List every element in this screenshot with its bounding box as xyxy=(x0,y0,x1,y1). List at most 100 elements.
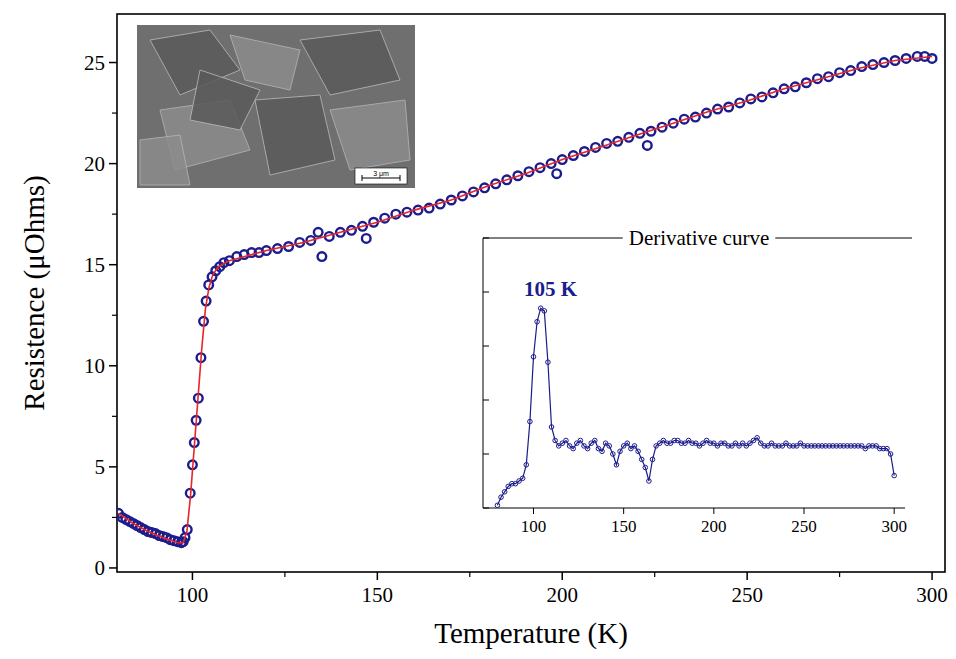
x-minor-tick xyxy=(469,572,470,577)
y-tick xyxy=(109,264,117,266)
inset-plot xyxy=(495,306,896,508)
data-point xyxy=(755,436,760,441)
y-tick-label: 0 xyxy=(95,556,106,580)
inset-axis-left xyxy=(483,238,484,508)
x-tick xyxy=(746,572,748,580)
data-point xyxy=(643,465,648,470)
axes: 1001502002503000510152025 xyxy=(84,14,948,607)
inset-title-bg xyxy=(623,226,776,250)
data-point xyxy=(314,228,323,237)
data-point xyxy=(611,452,616,457)
sem-image: 3 μm xyxy=(137,25,415,188)
x-axis-title: Temperature (K) xyxy=(434,617,628,650)
main-plot xyxy=(117,52,936,547)
inset-y-tick xyxy=(483,400,489,401)
data-point xyxy=(650,457,655,462)
figure: 1001502002503000510152025Temperature (K)… xyxy=(0,0,956,659)
data-point xyxy=(888,452,893,457)
data-point xyxy=(892,473,897,478)
data-point xyxy=(578,438,583,443)
data-point xyxy=(643,141,652,150)
y-axis-title: Resistence (μOhms) xyxy=(18,175,51,410)
inset-x-tick-label: 150 xyxy=(611,517,637,536)
data-point xyxy=(647,479,652,484)
x-minor-tick xyxy=(654,572,655,577)
data-point xyxy=(639,457,644,462)
x-tick-label: 300 xyxy=(916,583,948,607)
scale-bar-end xyxy=(400,175,401,181)
y-tick-label: 15 xyxy=(84,253,105,277)
data-point xyxy=(618,449,623,454)
data-point xyxy=(632,444,637,449)
data-point xyxy=(625,441,630,446)
y-minor-tick xyxy=(112,214,117,215)
x-tick-label: 200 xyxy=(546,583,578,607)
x-tick-label: 100 xyxy=(177,583,209,607)
inset-x-tick xyxy=(623,508,624,514)
data-point xyxy=(318,252,327,261)
sem-texture xyxy=(255,95,335,175)
inset-y-tick xyxy=(483,346,489,347)
x-tick xyxy=(377,572,379,580)
plot-frame xyxy=(117,14,945,572)
annotation: 105 K xyxy=(524,277,578,301)
x-minor-tick xyxy=(284,572,285,577)
sem-texture xyxy=(230,35,300,90)
data-point xyxy=(553,438,558,443)
data-point xyxy=(585,446,590,451)
data-point xyxy=(593,438,598,443)
x-tick xyxy=(931,572,933,580)
inset-y-tick xyxy=(483,508,489,509)
inset-y-tick xyxy=(483,454,489,455)
data-point xyxy=(535,319,540,324)
inset: 100150200250300Derivative curve xyxy=(483,226,912,536)
y-tick xyxy=(109,62,117,64)
sem-texture xyxy=(140,135,190,185)
data-point xyxy=(552,169,561,178)
data-point xyxy=(546,360,551,365)
inset-title: Derivative curve xyxy=(629,226,770,250)
scale-bar xyxy=(362,177,400,178)
data-point xyxy=(636,449,641,454)
scale-bar-end xyxy=(362,175,363,181)
x-tick xyxy=(192,572,194,580)
data-point xyxy=(528,419,533,424)
inset-y-tick xyxy=(483,238,489,239)
x-tick-label: 250 xyxy=(731,583,763,607)
inset-x-tick xyxy=(713,508,714,514)
y-tick-label: 20 xyxy=(84,152,105,176)
data-point xyxy=(928,54,937,63)
y-minor-tick xyxy=(112,517,117,518)
data-point xyxy=(495,503,500,508)
y-minor-tick xyxy=(112,315,117,316)
inset-x-tick xyxy=(894,508,895,514)
data-point xyxy=(520,476,525,481)
data-point xyxy=(499,495,504,500)
data-point xyxy=(564,438,569,443)
sem-texture xyxy=(330,100,410,170)
y-tick xyxy=(109,163,117,165)
inset-y-tick xyxy=(483,292,489,293)
scale-bar-label: 3 μm xyxy=(373,170,389,178)
inset-x-tick-label: 100 xyxy=(521,517,547,536)
data-point xyxy=(607,444,612,449)
data-point xyxy=(600,449,605,454)
sem-background xyxy=(137,25,415,188)
inset-x-tick-label: 200 xyxy=(701,517,727,536)
data-point xyxy=(502,490,507,495)
data-point xyxy=(614,463,619,468)
inset-x-tick-label: 250 xyxy=(791,517,817,536)
data-point xyxy=(524,463,529,468)
sem-texture xyxy=(300,30,400,95)
data-point xyxy=(885,446,890,451)
inset-x-tick xyxy=(533,508,534,514)
y-tick-label: 10 xyxy=(84,354,105,378)
x-minor-tick xyxy=(839,572,840,577)
y-tick xyxy=(109,466,117,468)
x-tick xyxy=(561,572,563,580)
inset-x-tick xyxy=(804,508,805,514)
x-tick-label: 150 xyxy=(362,583,394,607)
y-minor-tick xyxy=(112,416,117,417)
y-tick-label: 5 xyxy=(95,455,106,479)
data-point xyxy=(531,355,536,360)
